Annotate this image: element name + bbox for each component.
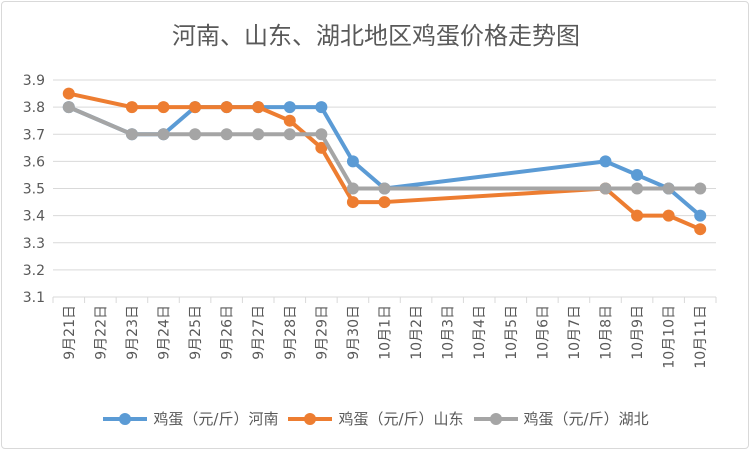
data-point (346, 155, 359, 168)
legend-item: 鸡蛋（元/斤）湖北 (473, 408, 649, 429)
x-tick-label: 9月25日 (188, 305, 204, 360)
data-point (220, 128, 233, 141)
y-tick-label: 3.8 (23, 100, 45, 116)
data-point (631, 182, 644, 195)
legend-marker-icon (473, 412, 518, 425)
data-point (378, 196, 391, 209)
x-tick-label: 10月5日 (504, 305, 520, 360)
legend-label: 鸡蛋（元/斤）湖北 (523, 410, 649, 428)
data-point (62, 87, 75, 100)
y-tick-label: 3.2 (23, 263, 45, 279)
x-tick-label: 9月29日 (314, 305, 330, 360)
y-tick-label: 3.7 (23, 127, 45, 143)
y-tick-label: 3.3 (23, 236, 45, 252)
legend-marker-icon (103, 412, 148, 425)
x-tick-label: 10月11日 (693, 305, 709, 369)
x-tick-label: 9月22日 (93, 305, 109, 360)
data-point (694, 209, 707, 222)
data-point (631, 209, 644, 222)
x-tick-label: 10月1日 (378, 305, 394, 360)
x-tick-label: 9月27日 (251, 305, 267, 360)
series-line (67, 105, 701, 191)
data-point (220, 101, 233, 114)
data-point (157, 101, 170, 114)
data-point (189, 101, 202, 114)
x-tick-label: 9月26日 (220, 305, 236, 360)
x-tick-label: 10月6日 (535, 305, 551, 360)
x-tick-label: 9月21日 (62, 305, 78, 360)
x-tick-label: 10月2日 (409, 305, 425, 360)
y-tick-label: 3.5 (23, 182, 45, 198)
y-tick-label: 3.1 (23, 290, 45, 306)
x-tick-label: 9月28日 (283, 305, 299, 360)
x-tick-label: 10月7日 (567, 305, 583, 360)
data-point (599, 155, 612, 168)
data-point (283, 101, 296, 114)
data-point (189, 128, 202, 141)
data-point (252, 101, 265, 114)
data-point (125, 128, 138, 141)
data-point (694, 223, 707, 236)
data-point (62, 101, 75, 114)
y-tick-label: 3.4 (23, 209, 45, 225)
data-point (283, 114, 296, 127)
legend-item: 鸡蛋（元/斤）河南 (103, 408, 278, 429)
data-point (378, 182, 391, 195)
data-point (694, 182, 707, 195)
x-tick-label: 10月3日 (441, 305, 457, 360)
y-tick-label: 3.9 (23, 73, 45, 89)
legend-item: 鸡蛋（元/斤）山东 (288, 408, 464, 429)
x-tick-label: 10月8日 (599, 305, 615, 360)
x-tick-label: 10月9日 (630, 305, 646, 360)
data-point (283, 128, 296, 141)
legend-label: 鸡蛋（元/斤）山东 (338, 410, 464, 428)
data-point (315, 141, 328, 154)
y-tick-label: 3.6 (23, 154, 45, 170)
data-point (315, 128, 328, 141)
legend-label: 鸡蛋（元/斤）河南 (153, 410, 279, 428)
data-point (599, 182, 612, 195)
data-point (346, 196, 359, 209)
data-point (662, 209, 675, 222)
legend-marker-icon (288, 412, 333, 425)
chart-title: 河南、山东、湖北地区鸡蛋价格走势图 (172, 22, 580, 50)
x-tick-label: 9月23日 (125, 305, 141, 360)
legend: 鸡蛋（元/斤）河南 鸡蛋（元/斤）山东 鸡蛋（元/斤）湖北 (0, 408, 752, 429)
x-tick-label: 9月24日 (157, 305, 173, 360)
x-tick-label: 10月10日 (662, 305, 678, 369)
x-tick-label: 9月30日 (346, 305, 362, 360)
data-point (631, 168, 644, 181)
data-point (662, 182, 675, 195)
x-tick-label: 10月4日 (472, 305, 488, 360)
data-point (125, 101, 138, 114)
data-point (315, 101, 328, 114)
data-point (157, 128, 170, 141)
data-point (252, 128, 265, 141)
data-point (346, 182, 359, 195)
